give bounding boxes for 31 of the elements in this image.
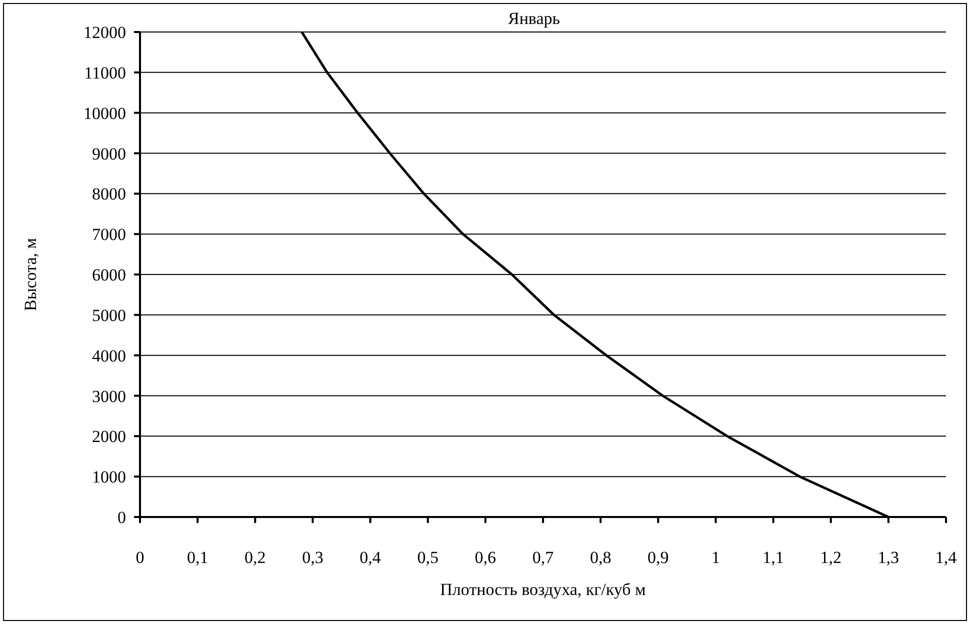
y-tick-label: 7000 bbox=[92, 225, 126, 244]
x-tick-label: 1,3 bbox=[878, 548, 900, 568]
y-tick-label: 4000 bbox=[92, 346, 126, 366]
y-tick-label: 12000 bbox=[84, 23, 126, 42]
x-tick-label: 0,1 bbox=[186, 548, 208, 568]
y-tick-label: 0 bbox=[118, 508, 126, 528]
text: Январь bbox=[508, 9, 560, 29]
x-tick-label: 1,4 bbox=[935, 548, 958, 568]
x-tick-label: 0,3 bbox=[302, 548, 324, 568]
x-tick-label: 0,2 bbox=[244, 548, 266, 568]
y-tick-label: 10000 bbox=[84, 104, 126, 123]
x-tick-label: 0,4 bbox=[360, 548, 382, 568]
x-tick-label: 1 bbox=[711, 548, 720, 568]
x-tick-label: 0,8 bbox=[590, 548, 612, 568]
x-tick-label: 0,5 bbox=[417, 548, 438, 568]
x-tick-label: 0,6 bbox=[474, 548, 496, 568]
x-tick-label: 0,9 bbox=[648, 548, 669, 568]
y-tick-label: 1000 bbox=[92, 468, 126, 487]
y-axis-title: Высота, м bbox=[21, 238, 40, 312]
y-tick-label: 2000 bbox=[92, 427, 126, 446]
y-tick-label: 6000 bbox=[92, 266, 126, 285]
x-tick-label: 0 bbox=[136, 548, 144, 568]
y-tick-label: 9000 bbox=[92, 144, 126, 164]
x-axis-title: Плотность воздуха, кг/куб м bbox=[440, 580, 646, 599]
x-tick-label: 1,1 bbox=[762, 548, 784, 568]
y-tick-label: 5000 bbox=[92, 306, 126, 325]
y-tick-label: 8000 bbox=[92, 184, 126, 204]
y-tick-label: 11000 bbox=[84, 63, 126, 82]
x-tick-label: 0,7 bbox=[532, 548, 554, 568]
y-tick-label: 3000 bbox=[92, 386, 126, 406]
x-tick-label: 1,2 bbox=[820, 548, 842, 568]
